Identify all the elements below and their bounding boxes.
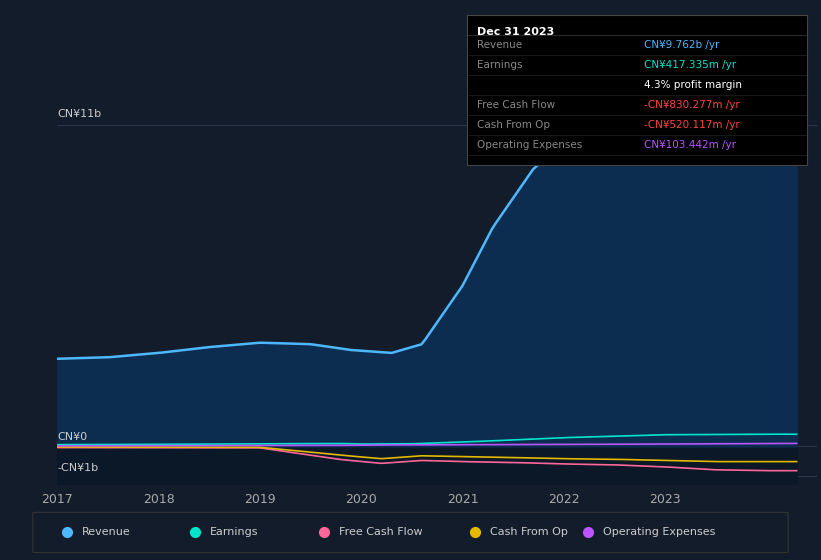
Text: -CN¥830.277m /yr: -CN¥830.277m /yr bbox=[644, 100, 740, 110]
Text: Revenue: Revenue bbox=[477, 40, 522, 50]
Text: Earnings: Earnings bbox=[477, 60, 523, 70]
Text: CN¥9.762b /yr: CN¥9.762b /yr bbox=[644, 40, 719, 50]
Text: Free Cash Flow: Free Cash Flow bbox=[477, 100, 555, 110]
Text: Cash From Op: Cash From Op bbox=[490, 527, 567, 537]
Text: CN¥11b: CN¥11b bbox=[57, 109, 102, 119]
Text: Operating Expenses: Operating Expenses bbox=[603, 527, 715, 537]
Text: -CN¥520.117m /yr: -CN¥520.117m /yr bbox=[644, 120, 740, 130]
Text: 4.3% profit margin: 4.3% profit margin bbox=[644, 80, 742, 90]
Text: Cash From Op: Cash From Op bbox=[477, 120, 550, 130]
Text: CN¥0: CN¥0 bbox=[57, 432, 88, 442]
Text: CN¥417.335m /yr: CN¥417.335m /yr bbox=[644, 60, 736, 70]
Text: -CN¥1b: -CN¥1b bbox=[57, 463, 99, 473]
Text: Free Cash Flow: Free Cash Flow bbox=[339, 527, 422, 537]
Text: Operating Expenses: Operating Expenses bbox=[477, 140, 582, 150]
Text: Dec 31 2023: Dec 31 2023 bbox=[477, 27, 554, 37]
Text: CN¥103.442m /yr: CN¥103.442m /yr bbox=[644, 140, 736, 150]
Text: Earnings: Earnings bbox=[210, 527, 259, 537]
Text: Revenue: Revenue bbox=[82, 527, 131, 537]
